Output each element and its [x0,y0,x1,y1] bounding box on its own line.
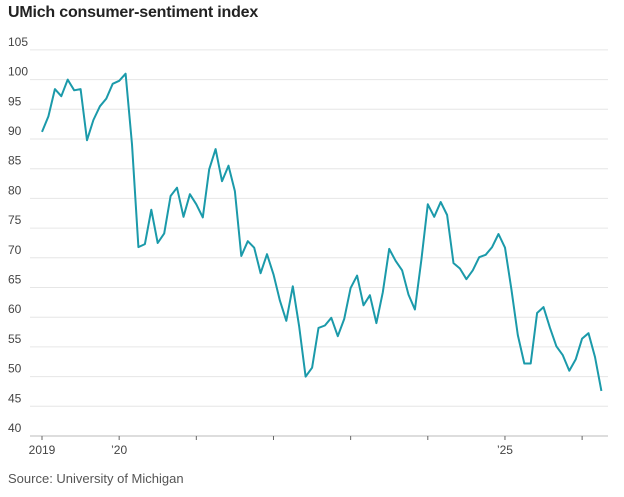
chart-title: UMich consumer-sentiment index [8,4,259,21]
y-tick-label: 65 [8,273,22,287]
source-note: Source: University of Michigan [8,471,184,486]
y-tick-label: 75 [8,213,22,227]
x-tick-label: ’20 [111,443,127,457]
y-tick-label: 90 [8,124,22,138]
y-tick-label: 85 [8,154,22,168]
y-tick-label: 95 [8,94,22,108]
y-tick-label: 105 [8,35,28,49]
y-tick-label: 60 [8,302,22,316]
x-tick-label: 2019 [29,443,56,457]
y-tick-label: 80 [8,183,22,197]
y-tick-label: 45 [8,391,22,405]
y-tick-label: 50 [8,362,22,376]
y-tick-label: 70 [8,243,22,257]
y-tick-label: 40 [8,421,22,435]
y-tick-label: 55 [8,332,22,346]
series-line [41,72,603,392]
y-tick-label: 100 [8,65,28,79]
x-tick-label: ’25 [497,443,513,457]
